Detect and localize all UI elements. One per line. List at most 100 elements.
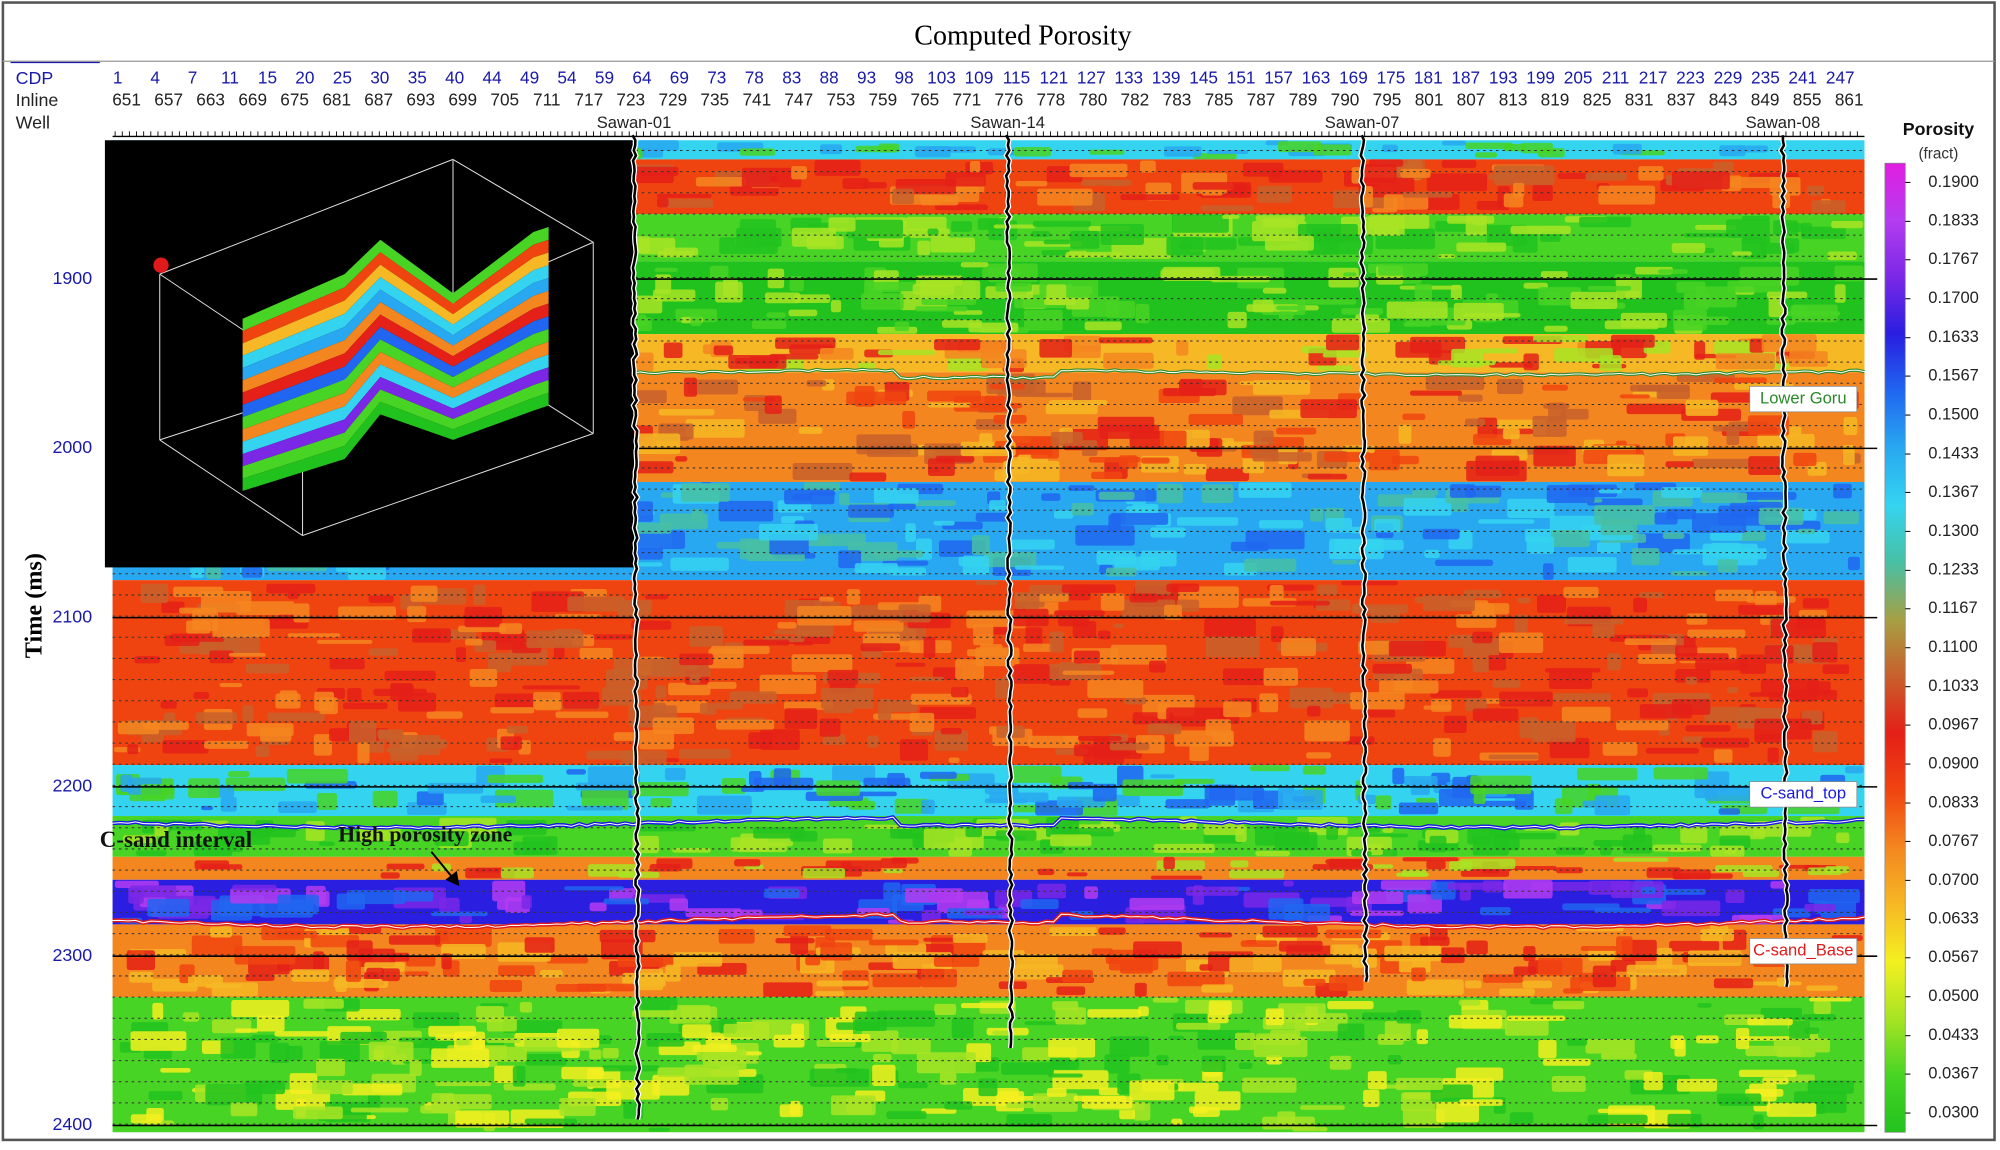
texture <box>1133 941 1182 959</box>
inline-label: 693 <box>406 89 435 109</box>
texture <box>1367 709 1396 718</box>
texture <box>1687 629 1746 638</box>
texture <box>1694 341 1706 360</box>
texture <box>1402 413 1426 421</box>
cdp-label: 163 <box>1302 68 1331 88</box>
texture <box>1360 833 1409 838</box>
texture <box>499 623 523 635</box>
texture <box>1449 861 1473 871</box>
texture <box>927 458 955 476</box>
texture <box>410 585 438 602</box>
inset-panel <box>242 379 549 479</box>
cdp-label: 49 <box>520 68 539 88</box>
texture <box>1538 148 1565 158</box>
well-name: Sawan-01 <box>597 113 672 132</box>
texture <box>500 867 534 879</box>
texture <box>559 1097 596 1117</box>
texture <box>1172 268 1215 278</box>
texture <box>764 292 801 304</box>
cdp-label: 229 <box>1714 68 1743 88</box>
texture <box>1639 592 1664 599</box>
texture <box>915 306 968 312</box>
cdp-label: 93 <box>857 68 876 88</box>
texture <box>1265 1008 1284 1026</box>
texture <box>1472 708 1519 722</box>
texture <box>1374 519 1401 533</box>
inline-label: 831 <box>1625 89 1654 109</box>
texture <box>160 700 177 709</box>
texture <box>1808 889 1860 904</box>
texture <box>1105 955 1121 964</box>
texture <box>407 802 447 815</box>
texture <box>1075 525 1135 546</box>
texture <box>995 282 1033 292</box>
texture <box>699 703 717 715</box>
texture <box>341 1083 403 1096</box>
texture <box>994 469 1016 482</box>
texture <box>1052 1070 1109 1090</box>
texture <box>1207 150 1249 155</box>
texture <box>1713 978 1754 989</box>
inline-label: 778 <box>1037 89 1066 109</box>
texture <box>964 910 1006 916</box>
texture <box>1205 468 1250 482</box>
texture <box>1278 940 1323 952</box>
inline-label: 711 <box>533 89 560 109</box>
texture <box>1561 706 1611 722</box>
texture <box>372 790 398 808</box>
texture <box>663 342 683 359</box>
texture <box>1358 640 1391 655</box>
texture <box>1349 910 1404 916</box>
texture <box>1149 660 1166 673</box>
texture <box>427 782 484 794</box>
colorbar-tick-label: 0.1633 <box>1928 327 1979 346</box>
texture <box>566 805 623 811</box>
texture <box>1098 927 1126 935</box>
texture <box>1671 243 1706 254</box>
texture <box>995 830 1037 841</box>
texture <box>1140 160 1156 173</box>
texture <box>534 698 562 711</box>
texture <box>1234 1032 1256 1051</box>
texture <box>524 1118 578 1127</box>
texture <box>1738 1069 1797 1078</box>
texture <box>1084 321 1122 331</box>
texture <box>1081 179 1132 186</box>
texture <box>718 500 774 522</box>
texture <box>1714 749 1733 763</box>
texture <box>891 1038 931 1055</box>
texture <box>895 662 926 667</box>
inset-panel <box>242 354 549 455</box>
texture <box>1700 492 1748 504</box>
texture <box>1488 654 1507 671</box>
texture <box>122 835 157 843</box>
texture <box>173 586 224 597</box>
texture <box>1383 194 1429 210</box>
texture <box>1404 775 1438 787</box>
texture <box>1633 823 1646 842</box>
texture <box>1113 623 1124 628</box>
texture <box>1377 263 1428 276</box>
texture <box>342 702 388 710</box>
texture <box>805 955 821 966</box>
texture <box>502 1020 563 1033</box>
texture <box>930 237 976 253</box>
texture <box>143 721 189 730</box>
cdp-label: 223 <box>1676 68 1705 88</box>
texture <box>1105 567 1137 577</box>
texture <box>1220 732 1234 747</box>
texture <box>1570 291 1618 309</box>
texture <box>1244 558 1297 572</box>
texture <box>814 159 861 176</box>
texture <box>759 674 817 695</box>
texture <box>599 929 656 943</box>
colorbar-tick-label: 0.0633 <box>1928 909 1979 928</box>
texture <box>1368 214 1430 229</box>
inline-label: 753 <box>827 89 856 109</box>
texture <box>561 1066 604 1080</box>
texture <box>685 419 745 438</box>
texture <box>509 649 548 666</box>
texture <box>939 1072 957 1085</box>
texture <box>1477 800 1527 807</box>
